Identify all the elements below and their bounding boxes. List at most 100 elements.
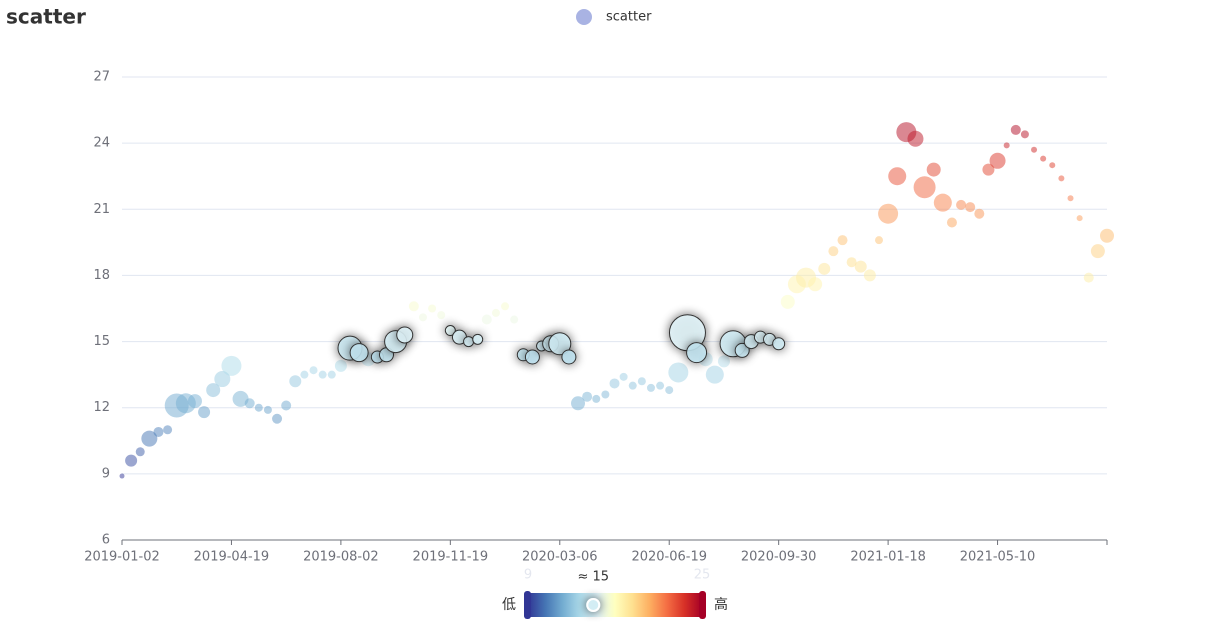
point [863, 269, 876, 282]
point [272, 413, 283, 424]
point [665, 386, 674, 395]
y-tick-label: 12 [93, 400, 110, 415]
x-tick-label: 2021-05-10 [960, 550, 1036, 565]
point [780, 294, 795, 309]
point [135, 447, 145, 457]
x-tick-label: 2019-08-02 [303, 550, 379, 565]
y-tick-label: 15 [93, 334, 110, 349]
point [437, 311, 446, 320]
y-tick-label: 6 [102, 533, 110, 548]
point [300, 370, 309, 379]
point [907, 130, 924, 147]
point [198, 406, 211, 419]
legend[interactable]: scatter [576, 9, 652, 25]
point [609, 378, 620, 389]
point [334, 359, 347, 372]
x-tick-label: 2019-11-19 [413, 550, 489, 565]
legend-label[interactable]: scatter [606, 10, 652, 25]
point [561, 349, 577, 365]
point [874, 236, 883, 245]
visual-map-handle[interactable] [524, 591, 531, 619]
point [1031, 146, 1038, 153]
point [1058, 175, 1065, 182]
point [592, 394, 601, 403]
point [232, 390, 249, 407]
visual-map-handle[interactable] [699, 591, 706, 619]
visual-map-min-label: 9 [524, 568, 532, 583]
x-tick-label: 2019-04-19 [194, 550, 270, 565]
point [772, 337, 786, 351]
x-tick-label: 2020-06-19 [631, 550, 707, 565]
point [888, 167, 907, 186]
point [1010, 124, 1021, 135]
point [318, 370, 327, 379]
highlighted-points [337, 314, 786, 365]
point [263, 405, 272, 414]
points [119, 122, 1114, 479]
point [656, 381, 665, 390]
point [510, 315, 519, 324]
point [571, 396, 586, 411]
point [1040, 155, 1047, 162]
point [582, 391, 593, 402]
point [933, 193, 952, 212]
point [309, 366, 318, 375]
point [965, 202, 976, 213]
y-tick-label: 21 [93, 202, 110, 217]
point [187, 394, 202, 409]
point [349, 343, 369, 363]
visual-map-high-text: 高 [714, 596, 728, 613]
point [327, 370, 336, 379]
point [1067, 195, 1074, 202]
point [428, 304, 437, 313]
point [601, 390, 610, 399]
point [491, 308, 500, 317]
point [214, 371, 231, 388]
point [472, 333, 484, 345]
x-tick-label: 2021-01-18 [850, 550, 926, 565]
point [153, 426, 164, 437]
point [989, 152, 1006, 169]
point [1020, 130, 1029, 139]
point [854, 260, 867, 273]
y-tick-label: 9 [102, 466, 110, 481]
point [463, 336, 475, 348]
point [637, 377, 646, 386]
point [206, 383, 221, 398]
point [846, 257, 857, 268]
point [808, 277, 823, 292]
point [254, 403, 263, 412]
point [408, 301, 419, 312]
point [982, 163, 995, 176]
point [501, 302, 510, 311]
point [926, 162, 941, 177]
point [646, 383, 655, 392]
point [1076, 215, 1083, 222]
point [619, 372, 628, 381]
point [281, 400, 292, 411]
point [705, 365, 724, 384]
point [1003, 142, 1010, 149]
visual-map-hover-label: ≈ 15 [577, 570, 609, 585]
point [818, 262, 831, 275]
visual-map-bar [528, 593, 702, 617]
point [878, 203, 899, 224]
point [548, 332, 572, 356]
point [828, 246, 839, 257]
point [444, 325, 456, 337]
visual-map-max-label: 25 [694, 568, 711, 583]
point [163, 425, 173, 435]
point [125, 454, 138, 467]
point [946, 217, 957, 228]
point [396, 326, 414, 344]
point [956, 199, 967, 210]
x-tick-label: 2020-03-06 [522, 550, 598, 565]
point [119, 473, 125, 479]
point [1100, 228, 1114, 243]
point [524, 349, 540, 365]
legend-icon [576, 9, 592, 25]
x-tick-label: 2020-09-30 [741, 550, 817, 565]
point [1049, 162, 1056, 169]
visual-map-low-text: 低 [502, 597, 516, 613]
